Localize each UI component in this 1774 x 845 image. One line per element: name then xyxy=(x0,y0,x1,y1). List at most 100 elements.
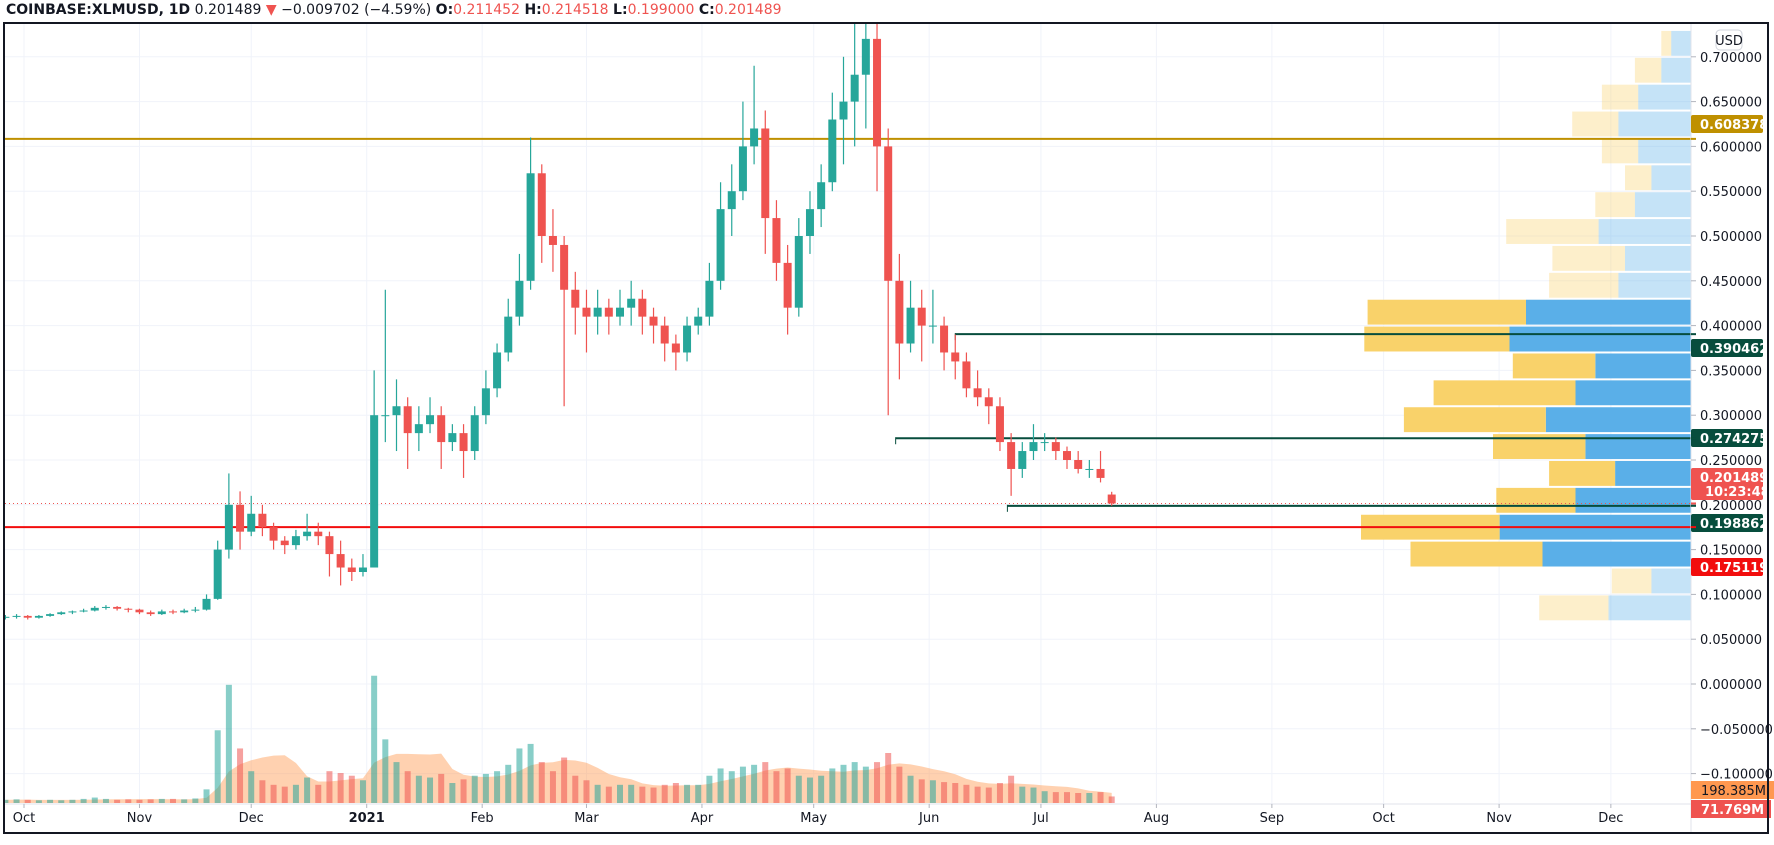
volume-last-label-bg xyxy=(1691,800,1771,818)
triangle-down-icon: ▼ xyxy=(265,2,277,18)
volume-bar xyxy=(684,784,691,803)
candle-body xyxy=(772,218,781,263)
volume-bar xyxy=(1030,787,1037,803)
candle xyxy=(291,529,300,550)
volume-bar xyxy=(304,777,311,803)
volume-bar xyxy=(907,775,914,803)
candle-body xyxy=(537,173,546,236)
profile-up-bar xyxy=(1608,595,1691,621)
time-axis-label: Jul xyxy=(1032,811,1049,826)
volume-bar xyxy=(225,684,232,803)
currency-button[interactable]: USD xyxy=(1715,29,1743,51)
volume-bar xyxy=(35,800,42,803)
candle xyxy=(381,289,390,443)
candle-body xyxy=(571,289,580,308)
volume-bar xyxy=(449,783,456,803)
profile-up-bar xyxy=(1575,380,1691,406)
profile-up-bar xyxy=(1661,57,1691,83)
candle xyxy=(124,607,133,613)
volume-bar xyxy=(158,798,165,803)
price-axis-label: 0.350000 xyxy=(1700,364,1762,379)
candle-body xyxy=(470,415,479,452)
profile-up-bar xyxy=(1671,30,1691,56)
candle-body xyxy=(347,567,356,572)
candle-body xyxy=(202,598,211,610)
candle xyxy=(995,397,1004,452)
volume-bar xyxy=(527,743,534,803)
volume-bar xyxy=(471,775,478,803)
volume-bar xyxy=(494,771,501,803)
high-label: H: xyxy=(524,2,542,18)
candle-body xyxy=(224,504,233,550)
level-price-label-bg xyxy=(1691,514,1763,532)
candle-body xyxy=(504,316,513,353)
time-axis[interactable]: Oct Nov Dec 2021 Feb Mar Apr May Jun Jul Aug Sep Oct… xyxy=(13,804,1624,826)
candle-body xyxy=(392,406,401,416)
candle xyxy=(236,491,245,550)
volume-bar xyxy=(549,771,556,803)
candle xyxy=(1051,437,1060,460)
currency-button-label[interactable]: USD xyxy=(1715,34,1743,49)
candle-body xyxy=(895,280,904,344)
price-axis[interactable]: 0.700000 0.650000 0.600000 0.550000 0.500000… xyxy=(1691,51,1773,783)
candle xyxy=(280,536,289,555)
candle xyxy=(660,316,669,362)
volume-bar xyxy=(840,764,847,803)
volume-bar xyxy=(762,762,769,803)
profile-up-bar xyxy=(1638,138,1691,164)
candle-body xyxy=(984,397,993,407)
candle xyxy=(459,424,468,478)
candle xyxy=(5,615,10,620)
level-price-label-text: 0.274275 xyxy=(1700,432,1768,447)
profile-up-bar xyxy=(1618,111,1691,137)
volume-bar xyxy=(170,798,176,803)
candle-body xyxy=(169,611,177,613)
price-axis-label: 0.200000 xyxy=(1700,499,1762,514)
candle-body xyxy=(604,307,613,317)
candle-body xyxy=(1107,494,1116,504)
candle-body xyxy=(526,173,535,281)
candle xyxy=(884,128,893,416)
candle xyxy=(347,558,356,581)
candle-body xyxy=(873,38,882,147)
volume-bar xyxy=(281,786,288,803)
candle-body xyxy=(805,209,814,236)
symbol-title[interactable]: COINBASE:XLMUSD, 1D xyxy=(6,2,191,18)
profile-down-bar xyxy=(1634,57,1662,83)
profile-up-bar xyxy=(1595,353,1691,379)
candle xyxy=(1040,433,1049,452)
candle xyxy=(336,540,345,586)
volume-bar xyxy=(717,768,724,803)
profile-down-bar xyxy=(1496,487,1576,513)
volume-bar xyxy=(784,768,791,803)
profile-up-bar xyxy=(1615,461,1691,486)
level-price-label-text: 0.390462 xyxy=(1700,342,1768,357)
volume-ma-label-bg xyxy=(1691,781,1774,799)
volume-bar xyxy=(739,766,746,803)
candle-body xyxy=(336,554,345,568)
price-change: −0.009702 (−4.59%) xyxy=(281,2,432,18)
candle-body xyxy=(515,280,524,317)
candle-body xyxy=(738,146,747,192)
candle xyxy=(638,289,647,335)
level-price-label: 0.274275 xyxy=(1691,429,1768,447)
profile-down-bar xyxy=(1552,245,1625,271)
candle-body xyxy=(839,101,848,120)
currency-button-bg[interactable] xyxy=(1715,29,1743,51)
candle-body xyxy=(5,616,10,618)
price-axis-label: 0.600000 xyxy=(1700,140,1762,155)
volume-bar xyxy=(818,775,825,803)
candle-body xyxy=(817,182,826,210)
candle xyxy=(180,608,189,614)
candle-body xyxy=(213,549,222,599)
volume-bar xyxy=(91,797,98,803)
candle xyxy=(23,615,32,620)
candle xyxy=(962,352,971,398)
volume-bar xyxy=(963,784,970,803)
volume-bar xyxy=(650,787,657,803)
last-price-label-bg xyxy=(1691,468,1763,500)
candle-body xyxy=(493,352,502,389)
time-axis-label: Sep xyxy=(1260,811,1285,826)
